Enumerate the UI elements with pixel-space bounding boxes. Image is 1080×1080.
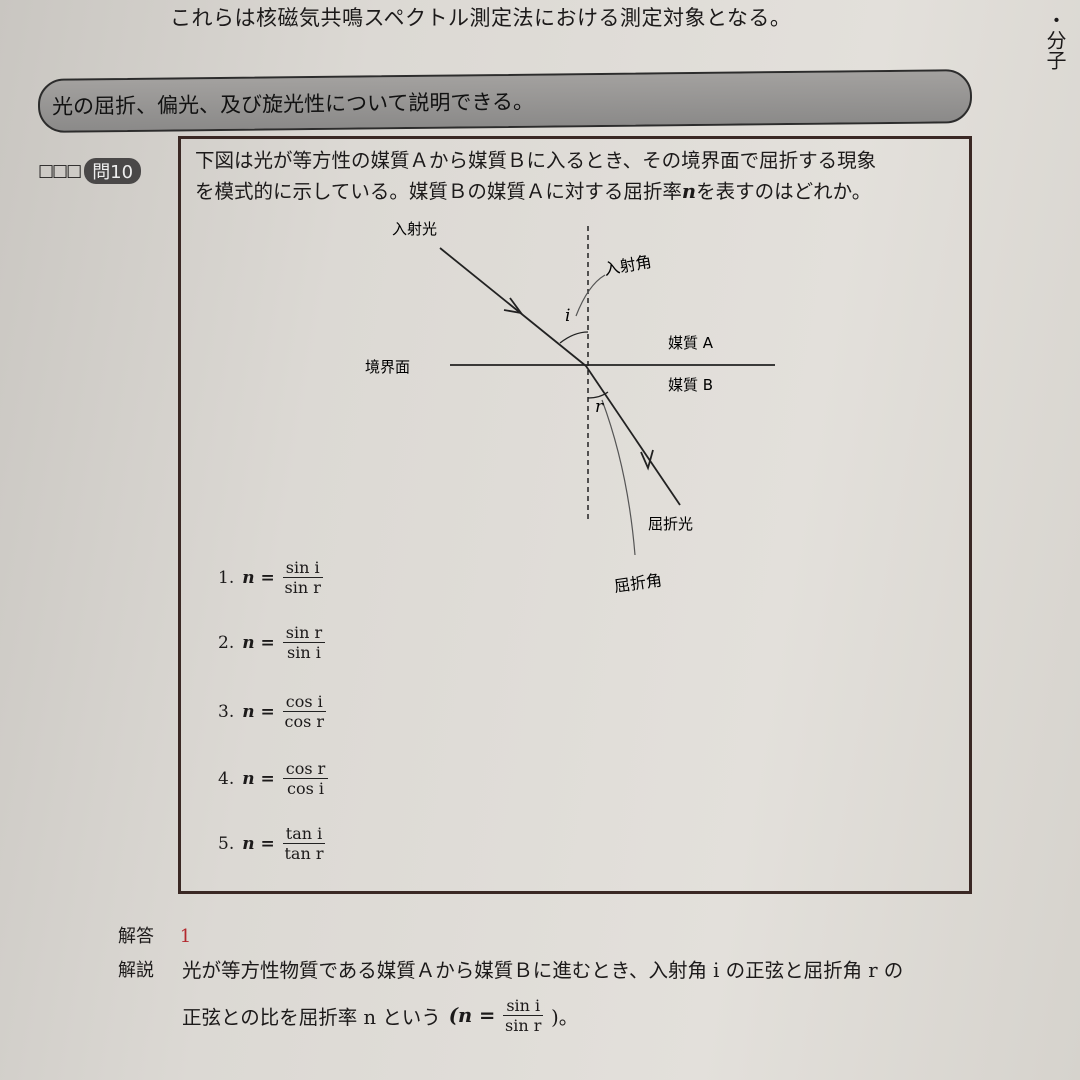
choice-lhs: n = — [242, 567, 275, 588]
choice-lhs: n = — [242, 701, 275, 722]
answer-value: 1 — [179, 926, 192, 947]
angle-i-arc — [559, 331, 589, 344]
fraction: cos i cos r — [282, 692, 326, 731]
arrow-icon — [503, 297, 524, 315]
answer-label: 解答 — [118, 926, 154, 947]
angle-r-arc — [587, 391, 609, 399]
question-box — [178, 136, 972, 894]
fraction: tan i tan r — [282, 824, 326, 863]
formula-fraction: sin i sin r — [503, 996, 544, 1035]
denominator: sin r — [505, 1016, 542, 1035]
question-line-2: を模式的に示している。媒質Ｂの媒質Ａに対する屈折率nを表すのはどれか。 — [195, 176, 965, 207]
choice-number: 3. — [218, 701, 235, 722]
choice-number: 1. — [218, 567, 235, 588]
label-angle-r: r — [595, 397, 604, 417]
side-header: ・分子 — [1043, 10, 1067, 70]
check-boxes: □□□ — [38, 161, 82, 181]
choice-1[interactable]: 1. n = sin i sin r — [218, 558, 323, 597]
denominator: cos r — [284, 712, 325, 731]
label-interface: 境界面 — [365, 358, 410, 376]
formula-prefix: (n = — [448, 1004, 496, 1027]
numerator: cos i — [282, 692, 326, 712]
incident-ray — [439, 247, 587, 367]
q-text: を模式的に示している。媒質Ｂの媒質Ａに対する屈折率 — [195, 180, 682, 203]
numerator: sin i — [503, 996, 544, 1016]
explanation-label: 解説 — [118, 960, 154, 981]
denominator: sin i — [287, 643, 321, 662]
choice-lhs: n = — [242, 833, 275, 854]
choice-number: 5. — [218, 833, 235, 854]
choice-3[interactable]: 3. n = cos i cos r — [218, 692, 326, 731]
question-badge: 問10 — [84, 158, 142, 184]
label-refracted-light: 屈折光 — [648, 515, 693, 533]
answer-row: 解答 1 — [118, 922, 191, 948]
denominator: cos i — [287, 779, 325, 798]
q-text: を表すのはどれか。 — [696, 180, 872, 203]
explanation-text: 正弦との比を屈折率 n という — [182, 1006, 441, 1029]
numerator: sin i — [282, 558, 323, 578]
choice-2[interactable]: 2. n = sin r sin i — [218, 623, 326, 662]
formula-suffix: )。 — [551, 1006, 579, 1029]
label-medium-a: 媒質 A — [668, 334, 714, 352]
label-incident-light: 入射光 — [392, 220, 437, 238]
top-line-text: これらは核磁気共鳴スペクトル測定法における測定対象となる。 — [170, 6, 792, 30]
choice-lhs: n = — [242, 768, 275, 789]
denominator: tan r — [284, 844, 324, 863]
choice-4[interactable]: 4. n = cos r cos i — [218, 759, 329, 798]
numerator: tan i — [282, 824, 326, 844]
arrow-icon — [640, 449, 654, 471]
explanation-line-2: 正弦との比を屈折率 n という (n = sin i sin r )。 — [182, 996, 578, 1035]
choice-5[interactable]: 5. n = tan i tan r — [218, 824, 326, 863]
fraction: cos r cos i — [282, 759, 329, 798]
label-angle-i: i — [565, 306, 570, 326]
refracted-ray — [585, 365, 681, 506]
explanation-line-1: 光が等方性物質である媒質Ａから媒質Ｂに進むとき、入射角 i の正弦と屈折角 r … — [182, 959, 904, 982]
question-line-1: 下図は光が等方性の媒質Ａから媒質Ｂに入るとき、その境界面で屈折する現象 — [195, 149, 877, 172]
handwritten-pointer — [575, 274, 606, 317]
fraction: sin i sin r — [282, 558, 323, 597]
handwritten-pointer — [601, 399, 636, 556]
denominator: sin r — [284, 578, 321, 597]
numerator: cos r — [282, 759, 329, 779]
question-text: 下図は光が等方性の媒質Ａから媒質Ｂに入るとき、その境界面で屈折する現象 を模式的… — [195, 145, 965, 207]
label-medium-b: 媒質 B — [668, 376, 713, 394]
handwritten-incident-angle: 入射角 — [602, 252, 653, 279]
handwritten-refraction-angle: 屈折角 — [613, 570, 663, 595]
numerator: sin r — [282, 623, 326, 643]
var-n: n — [681, 180, 697, 203]
choice-lhs: n = — [242, 632, 275, 653]
question-number: □□□ 問10 — [38, 158, 142, 184]
choice-number: 2. — [218, 632, 235, 653]
fraction: sin r sin i — [282, 623, 326, 662]
choice-number: 4. — [218, 768, 235, 789]
